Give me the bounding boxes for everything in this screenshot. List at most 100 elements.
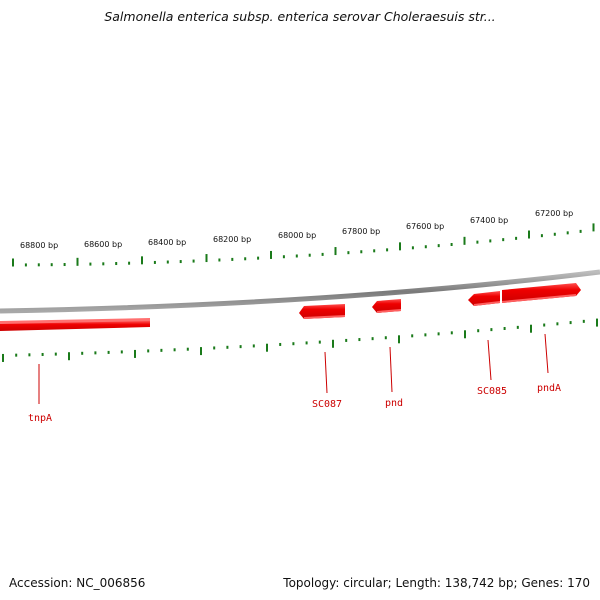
gene-labels: tnpA SC087 pnd SC085 pndA [28,383,561,424]
major-tick [464,330,466,339]
minor-tick [373,249,376,253]
minor-tick [437,332,440,336]
major-tick [399,242,401,251]
minor-tick [411,246,414,250]
minor-tick [239,345,242,349]
minor-tick [15,353,18,357]
outer-scale-ticks [12,223,595,267]
scale-label: 67600 bp [406,222,444,231]
minor-tick [424,333,427,337]
minor-tick [257,256,260,260]
minor-tick [540,234,543,238]
major-tick [530,324,532,333]
gene-label-SC087: SC087 [312,399,342,410]
minor-tick [566,231,569,235]
minor-tick [94,351,97,355]
scale-labels: 68800 bp 68600 bp 68400 bp 68200 bp 6800… [20,209,573,250]
minor-tick [213,346,216,350]
minor-tick [582,319,585,323]
major-tick [12,258,14,267]
minor-tick [173,348,176,352]
minor-tick [244,257,247,261]
major-tick [528,230,530,239]
minor-tick [37,263,40,267]
minor-tick [305,341,308,345]
minor-tick [295,254,298,258]
minor-tick [579,229,582,233]
minor-tick [384,336,387,340]
minor-tick [308,253,311,257]
minor-tick [63,263,66,267]
minor-tick [321,252,324,256]
gene-label-pnd: pnd [385,398,403,409]
accession-text: Accession: NC_006856 [9,576,146,590]
minor-tick [477,329,480,333]
minor-tick [54,352,57,356]
minor-tick [115,262,118,266]
major-tick [134,349,136,358]
genome-backbone [0,269,600,314]
minor-tick [543,323,546,327]
minor-tick [226,345,229,349]
minor-tick [358,338,361,342]
major-tick [270,250,272,259]
gene-feature-pndA[interactable] [502,283,581,303]
minor-tick [476,240,479,244]
minor-tick [411,334,414,338]
minor-tick [386,248,389,252]
minor-tick [371,337,374,341]
gene-feature-SC087[interactable] [299,304,345,319]
major-tick [205,254,208,263]
minor-tick [107,350,110,354]
scale-label: 67400 bp [470,216,508,225]
gene-feature-pnd[interactable] [372,299,401,313]
scale-label: 67800 bp [342,227,380,236]
scale-label: 68000 bp [278,231,316,240]
minor-tick [282,255,285,259]
minor-tick [503,327,506,331]
gene-feature-tnpA[interactable] [0,318,150,331]
major-tick [141,256,143,265]
minor-tick [437,244,440,248]
map-title: Salmonella enterica subsp. enterica sero… [104,9,496,24]
minor-tick [569,321,572,325]
major-tick [332,339,334,348]
minor-tick [360,250,363,254]
minor-tick [231,257,234,261]
gene-leader-lines [38,333,549,404]
minor-tick [490,328,493,332]
minor-tick [160,348,163,352]
minor-tick [279,342,282,346]
gene-label-pndA: pndA [537,383,561,394]
inner-scale-ticks [2,318,598,362]
major-tick [68,352,70,361]
gene-feature-SC085[interactable] [468,291,500,306]
gene-label-tnpA: tnpA [28,413,52,424]
minor-tick [24,263,27,267]
scale-label: 68800 bp [20,241,58,250]
minor-tick [166,260,169,264]
minor-tick [147,349,150,353]
minor-tick [153,260,156,264]
topology-summary: Topology: circular; Length: 138,742 bp; … [283,576,590,590]
minor-tick [450,243,453,247]
minor-tick [502,238,505,242]
minor-tick [192,259,195,263]
major-tick [398,335,400,344]
minor-tick [424,245,427,249]
gene-label-SC085: SC085 [477,386,507,397]
minor-tick [345,338,348,342]
minor-tick [120,350,123,354]
minor-tick [89,262,92,266]
minor-tick [28,353,31,357]
minor-tick [556,322,559,326]
major-tick [334,247,337,256]
major-tick [266,343,268,352]
major-tick [76,257,79,266]
major-tick [592,223,595,232]
minor-tick [515,236,518,240]
minor-tick [292,342,295,346]
major-tick [596,318,598,327]
minor-tick [516,325,519,329]
